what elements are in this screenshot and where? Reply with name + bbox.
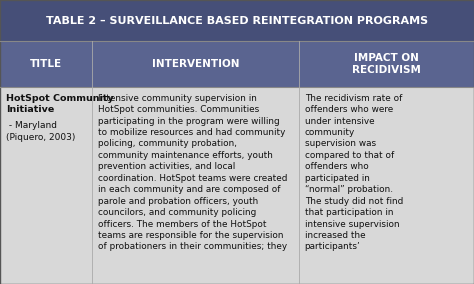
Bar [299,87,474,284]
Bar [0,41,92,87]
Text: - Maryland
(Piquero, 2003): - Maryland (Piquero, 2003) [6,121,75,142]
Bar [299,41,474,87]
Text: INTERVENTION: INTERVENTION [152,59,239,69]
Bar [92,87,299,284]
Bar [0,0,474,41]
Text: TITLE: TITLE [30,59,62,69]
Text: TABLE 2 – SURVEILLANCE BASED REINTEGRATION PROGRAMS: TABLE 2 – SURVEILLANCE BASED REINTEGRATI… [46,16,428,26]
Bar [0,87,92,284]
Bar [0,87,474,284]
Text: HotSpot Community
Initiative: HotSpot Community Initiative [6,94,114,114]
Text: The recidivism rate of
offenders who were
under intensive
community
supervision : The recidivism rate of offenders who wer… [305,94,403,251]
Text: Intensive community supervision in
HotSpot communities. Communities
participatin: Intensive community supervision in HotSp… [99,94,288,251]
Bar [92,41,299,87]
Text: IMPACT ON
RECIDIVISM: IMPACT ON RECIDIVISM [352,53,421,75]
